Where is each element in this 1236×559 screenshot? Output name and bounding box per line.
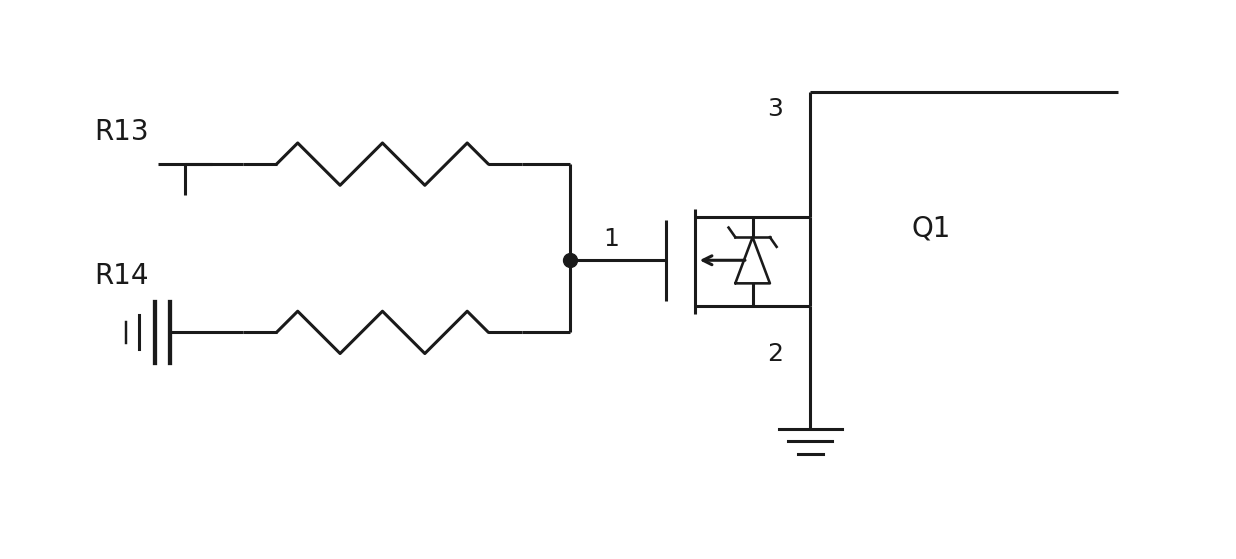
Text: R14: R14 [94, 262, 148, 290]
Text: R13: R13 [94, 118, 148, 146]
Text: 2: 2 [768, 342, 784, 366]
Text: 1: 1 [603, 227, 619, 251]
Text: 3: 3 [768, 97, 782, 121]
Text: Q1: Q1 [911, 214, 950, 242]
